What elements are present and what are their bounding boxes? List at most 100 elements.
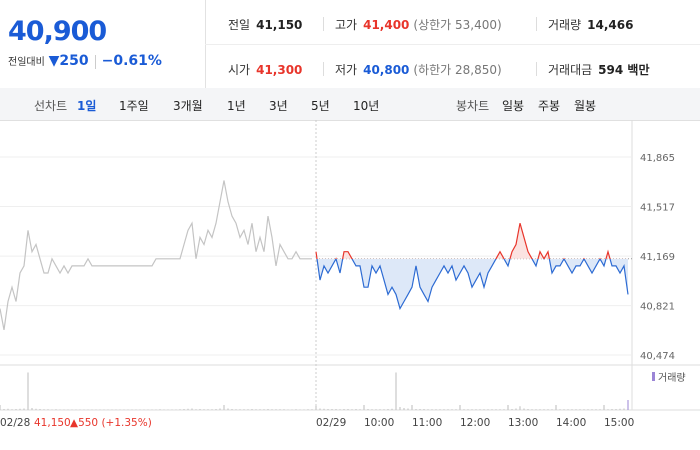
volume-bar bbox=[243, 409, 245, 410]
period-tab[interactable]: 1일 bbox=[77, 99, 97, 113]
field-value: 14,466 bbox=[587, 18, 634, 32]
volume-bar bbox=[151, 409, 153, 410]
volume-bar bbox=[327, 409, 329, 410]
volume-bar bbox=[355, 409, 357, 410]
separator bbox=[323, 62, 324, 76]
field-value: 40,800 bbox=[363, 63, 410, 77]
current-price: 40,900 bbox=[8, 16, 107, 47]
period-tab[interactable]: 주봉 bbox=[538, 99, 561, 113]
period-tab[interactable]: 3년 bbox=[269, 99, 288, 113]
volume-bar bbox=[159, 409, 161, 410]
tab-group-label: 봉차트 bbox=[456, 99, 490, 113]
volume-bar bbox=[459, 409, 461, 410]
volume-bar bbox=[423, 409, 425, 410]
volume-bar bbox=[363, 408, 365, 410]
volume-bar bbox=[427, 409, 429, 410]
volume-bar bbox=[167, 409, 169, 410]
volume-bar bbox=[247, 409, 249, 410]
legend-swatch bbox=[652, 372, 655, 381]
volume-bar bbox=[611, 409, 613, 410]
volume-bar bbox=[147, 409, 149, 410]
volume-bar bbox=[163, 409, 165, 410]
volume-bar bbox=[255, 409, 257, 410]
period-tabs: 선차트 1일 1주일 3개월 1년 3년 5년 10년 봉차트 일봉 주봉 월봉 bbox=[0, 88, 700, 121]
volume-bar bbox=[39, 409, 41, 410]
volume-bar bbox=[451, 409, 453, 410]
volume-bar bbox=[63, 409, 65, 410]
period-tab[interactable]: 월봉 bbox=[574, 99, 597, 113]
period-tab[interactable]: 일봉 bbox=[502, 99, 525, 113]
period-tab[interactable]: 1주일 bbox=[119, 99, 149, 113]
volume-bar bbox=[215, 409, 217, 410]
volume-bar bbox=[475, 409, 477, 410]
volume-bar bbox=[295, 409, 297, 410]
volume-bar bbox=[263, 409, 265, 410]
quote-field: 거래량 14,466 bbox=[548, 16, 633, 33]
period-tab[interactable]: 5년 bbox=[311, 99, 330, 113]
volume-bar bbox=[139, 409, 141, 410]
volume-bar bbox=[299, 409, 301, 410]
volume-bar bbox=[539, 409, 541, 410]
field-label: 거래량 bbox=[548, 18, 582, 32]
volume-bar bbox=[171, 409, 173, 410]
volume-bar bbox=[143, 409, 145, 410]
volume-bar bbox=[439, 409, 441, 410]
volume-bar bbox=[571, 409, 573, 410]
volume-bar bbox=[191, 408, 193, 410]
volume-bar bbox=[575, 409, 577, 410]
period-tab[interactable]: 3개월 bbox=[173, 99, 203, 113]
area-fill bbox=[316, 223, 628, 309]
period-tab[interactable]: 10년 bbox=[353, 99, 380, 113]
y-tick-label: 41,169 bbox=[640, 252, 675, 263]
volume-bar bbox=[279, 409, 281, 410]
volume-bar bbox=[543, 409, 545, 410]
volume-bar bbox=[335, 409, 337, 410]
separator bbox=[536, 62, 537, 76]
y-tick-label: 41,517 bbox=[640, 203, 675, 214]
volume-bar bbox=[367, 409, 369, 410]
volume-bar bbox=[7, 408, 9, 410]
volume-bar bbox=[607, 409, 609, 410]
volume-bar bbox=[111, 409, 113, 410]
volume-bar bbox=[491, 409, 493, 410]
volume-bar bbox=[283, 409, 285, 410]
volume-bar bbox=[383, 409, 385, 410]
volume-bar bbox=[107, 409, 109, 410]
volume-bar bbox=[431, 409, 433, 410]
volume-bar bbox=[219, 408, 221, 410]
volume-bar bbox=[271, 409, 273, 410]
volume-bar bbox=[583, 409, 585, 410]
x-tick-label: 13:00 bbox=[508, 417, 538, 429]
y-tick-label: 40,474 bbox=[640, 351, 675, 362]
volume-bar bbox=[99, 409, 101, 410]
quote-field: 시가 41,300 bbox=[228, 61, 302, 78]
volume-bar bbox=[3, 409, 5, 410]
volume-bar bbox=[587, 409, 589, 410]
volume-bar bbox=[407, 408, 409, 410]
separator bbox=[94, 54, 96, 69]
period-tab[interactable]: 1년 bbox=[227, 99, 246, 113]
field-note: (상한가 53,400) bbox=[413, 18, 502, 32]
volume-bar bbox=[27, 372, 29, 410]
volume-bar bbox=[563, 409, 565, 410]
volume-bar bbox=[547, 409, 549, 410]
volume-bar bbox=[307, 409, 309, 410]
field-value: 41,300 bbox=[256, 63, 303, 77]
field-value: 41,400 bbox=[363, 18, 410, 32]
volume-bar bbox=[591, 409, 593, 410]
volume-bar bbox=[23, 408, 25, 410]
volume-bar bbox=[131, 409, 133, 410]
volume-bar bbox=[11, 409, 13, 410]
change: ▼250 bbox=[48, 53, 89, 69]
volume-bar bbox=[287, 409, 289, 410]
volume-bar bbox=[311, 409, 313, 410]
separator bbox=[323, 17, 324, 31]
x-tick-label: 11:00 bbox=[412, 417, 442, 429]
volume-bar bbox=[119, 409, 121, 410]
field-value: 594 백만 bbox=[598, 63, 650, 77]
volume-bar bbox=[531, 409, 533, 410]
volume-bar bbox=[51, 409, 53, 410]
volume-bar bbox=[259, 409, 261, 410]
volume-bar bbox=[267, 409, 269, 410]
volume-bar bbox=[59, 409, 61, 410]
